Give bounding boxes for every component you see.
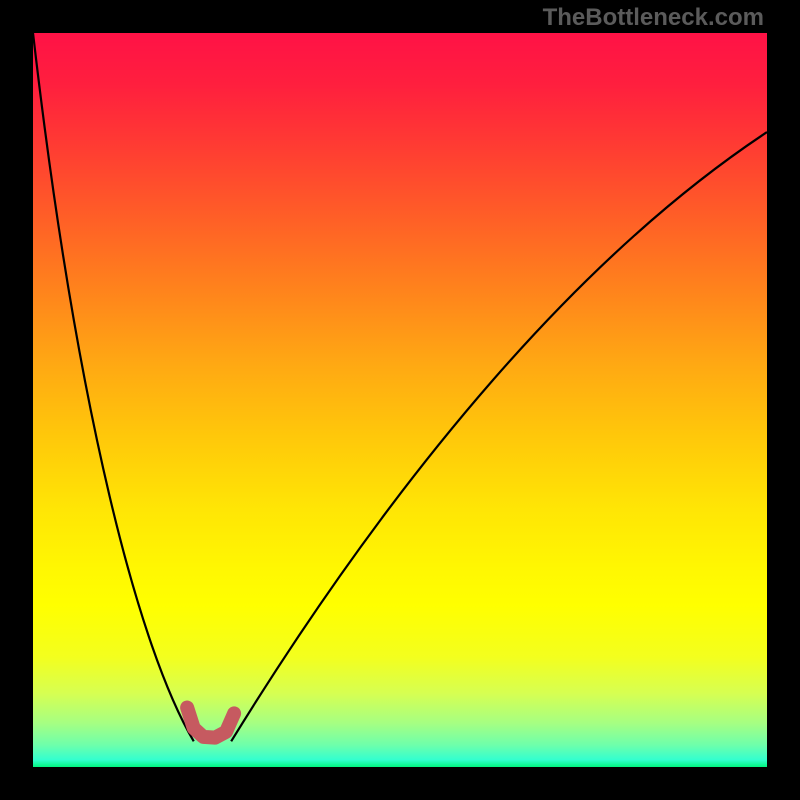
frame-bottom (0, 767, 800, 800)
frame-left (0, 0, 33, 800)
watermark-text: TheBottleneck.com (543, 4, 764, 32)
bottleneck-chart (0, 0, 800, 800)
frame-right (767, 0, 800, 800)
plot-background (33, 33, 767, 767)
